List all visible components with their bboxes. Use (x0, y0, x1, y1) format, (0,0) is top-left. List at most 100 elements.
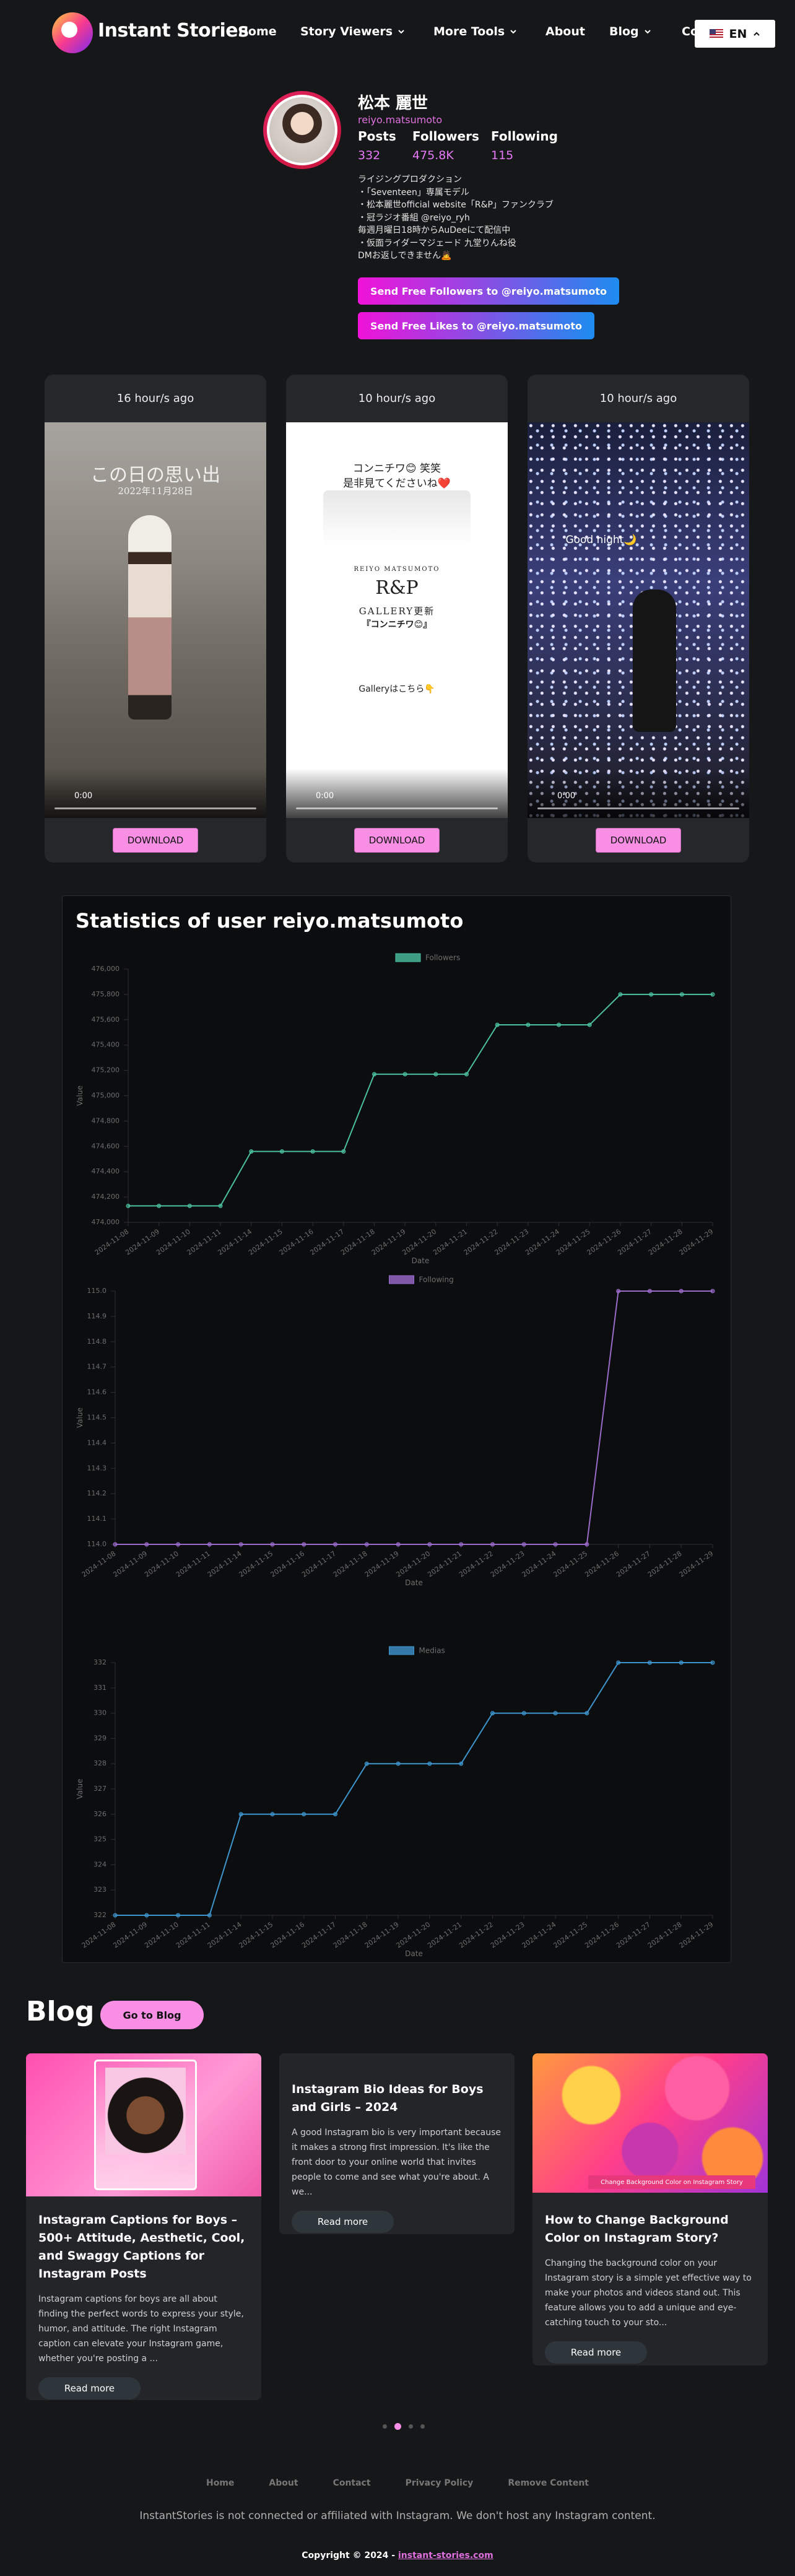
story-video[interactable]: コンニチワ😊 笑笑 是非見てくださいね❤️ REIYO MATSUMOTO R&… (286, 422, 508, 818)
page-dot[interactable] (409, 2424, 413, 2429)
overlay-text: コンニチワ😊 笑笑 (352, 463, 441, 475)
data-point (427, 1542, 432, 1547)
story-time: 16 hour/s ago (116, 392, 194, 405)
y-tick-label: 474,200 (92, 1193, 120, 1201)
video-controls[interactable]: 0:00 (286, 768, 508, 818)
disclaimer: InstantStories is not connected or affil… (139, 2510, 656, 2522)
data-point (113, 1913, 118, 1918)
blog-body: Instagram Captions for Boys – 500+ Attit… (26, 2196, 261, 2400)
bio-line: ・「Seventeen」専属モデル (358, 187, 469, 198)
likes-button[interactable]: Send Free Likes to @reiyo.matsumoto (358, 312, 594, 339)
data-point (618, 992, 623, 997)
story-video[interactable]: この日の思い出 2022年11月28日 0:00 (45, 422, 266, 818)
y-tick-label: 114.5 (87, 1414, 107, 1422)
video-controls[interactable]: 0:00 (45, 768, 266, 818)
overlay-text: Good night🌙 (565, 534, 637, 546)
y-tick-label: 114.2 (87, 1489, 107, 1497)
flag-icon (709, 29, 723, 38)
y-tick-label: 332 (93, 1658, 106, 1666)
data-point (584, 1542, 589, 1547)
footer-link[interactable]: About (269, 2478, 298, 2488)
data-point (679, 1289, 684, 1294)
series-line (115, 1290, 713, 1545)
logo-dot (61, 22, 77, 38)
nav-item[interactable]: More Tools (433, 25, 517, 38)
post-excerpt: Instagram captions for boys are all abou… (38, 2294, 244, 2364)
bio-line: ・冠ラジオ番組 @reiyo_ryh (358, 212, 470, 223)
footer-link[interactable]: Privacy Policy (405, 2478, 474, 2488)
nav-item[interactable]: Blog (609, 25, 651, 38)
download-button[interactable]: DOWNLOAD (113, 828, 198, 853)
y-tick-label: 474,000 (92, 1218, 120, 1226)
data-point (157, 1203, 162, 1208)
data-point (302, 1812, 306, 1817)
blog-card[interactable]: Change Background Color on Instagram Sto… (532, 2053, 768, 2365)
blog-body: How to Change Background Color on Instag… (532, 2193, 768, 2365)
read-more-button[interactable]: Read more (292, 2211, 394, 2233)
data-point (187, 1203, 192, 1208)
footer-link[interactable]: Home (206, 2478, 235, 2488)
go-to-blog-button[interactable]: Go to Blog (100, 2001, 204, 2029)
footer-link[interactable]: Contact (332, 2478, 371, 2488)
nav-label: About (545, 25, 585, 38)
nav-item[interactable]: Home (238, 25, 277, 38)
y-tick-label: 474,400 (92, 1167, 120, 1175)
page-dot[interactable] (383, 2424, 387, 2429)
post-title[interactable]: Instagram Bio Ideas for Boys and Girls –… (292, 2082, 484, 2114)
overlay-text: Galleryはこちら👇 (358, 684, 435, 694)
blog-card[interactable]: Instagram Captions for Boys – 500+ Attit… (26, 2053, 261, 2400)
legend-label: Following (419, 1276, 454, 1284)
story-time: 10 hour/s ago (599, 392, 677, 405)
data-point (495, 1022, 500, 1027)
data-point (270, 1812, 275, 1817)
nav-label: More Tools (433, 25, 505, 38)
progress-bar[interactable] (537, 807, 739, 809)
brand[interactable]: Instant Stories (98, 20, 249, 41)
legend-swatch (389, 1646, 414, 1655)
progress-bar[interactable] (296, 807, 498, 809)
page-dot[interactable] (420, 2424, 425, 2429)
data-point (249, 1149, 254, 1154)
footer-links: Home About Contact Privacy Policy Remove… (0, 2478, 795, 2488)
image-photo (105, 2068, 186, 2154)
data-point (207, 1913, 212, 1918)
image-frame (94, 2060, 197, 2190)
pagination (383, 2423, 425, 2430)
stat-value: 332 (358, 149, 381, 162)
post-title[interactable]: How to Change Background Color on Instag… (545, 2213, 729, 2245)
page-dot-active[interactable] (394, 2423, 401, 2430)
nav-item[interactable]: Story Viewers (300, 25, 405, 38)
y-tick-label: 322 (93, 1911, 106, 1919)
followers-button[interactable]: Send Free Followers to @reiyo.matsumoto (358, 277, 619, 305)
post-title[interactable]: Instagram Captions for Boys – 500+ Attit… (38, 2213, 245, 2281)
stat-label: Posts (358, 129, 396, 144)
bio: ライジングプロダクション ・「Seventeen」専属モデル ・松本麗世offi… (358, 173, 554, 263)
video-time: 0:00 (74, 791, 93, 801)
story-video[interactable]: Good night🌙 0:00 (528, 422, 749, 818)
data-point (238, 1812, 243, 1817)
download-button[interactable]: DOWNLOAD (354, 828, 440, 853)
progress-bar[interactable] (54, 807, 256, 809)
y-tick-label: 474,600 (92, 1142, 120, 1150)
logo-icon[interactable] (52, 12, 93, 53)
footer-link[interactable]: Remove Content (508, 2478, 589, 2488)
blog-card[interactable]: Instagram Bio Ideas for Boys and Girls –… (279, 2053, 515, 2234)
data-point (587, 1022, 592, 1027)
y-tick-label: 330 (93, 1709, 106, 1717)
data-point (557, 1022, 562, 1027)
read-more-button[interactable]: Read more (545, 2341, 647, 2364)
y-tick-label: 114.4 (87, 1438, 107, 1447)
read-more-button[interactable]: Read more (38, 2377, 141, 2400)
data-point (521, 1542, 526, 1547)
y-tick-label: 114.3 (87, 1464, 107, 1472)
legend-swatch (389, 1275, 414, 1284)
video-time: 0:00 (557, 791, 576, 801)
nav-item[interactable]: About (545, 25, 585, 38)
language-button[interactable]: EN (695, 20, 775, 48)
data-point (396, 1761, 401, 1766)
video-controls[interactable]: 0:00 (528, 768, 749, 818)
download-button[interactable]: DOWNLOAD (596, 828, 681, 853)
data-point (710, 992, 715, 997)
data-point (310, 1149, 315, 1154)
site-link[interactable]: instant-stories.com (398, 2551, 493, 2561)
